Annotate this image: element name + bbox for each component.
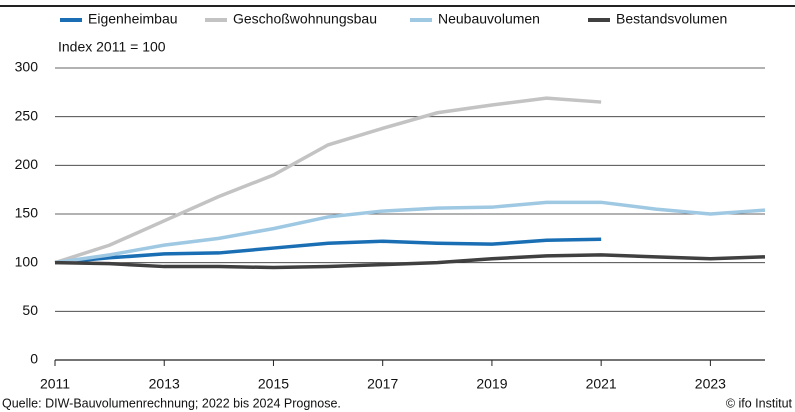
y-axis-label: Index 2011 = 100 [58, 39, 166, 55]
y-tick-label: 300 [15, 59, 39, 75]
x-tick-label: 2011 [40, 376, 70, 392]
x-tick-label: 2019 [476, 376, 507, 392]
credit: © ifo Institut [726, 396, 793, 410]
series-line [54, 253, 766, 270]
y-tick-label: 100 [15, 253, 39, 269]
x-tick-label: 2017 [367, 376, 398, 392]
series-line [54, 200, 766, 265]
legend-label: Bestandsvolumen [616, 11, 727, 27]
series-line [54, 237, 602, 265]
y-tick-label: 0 [30, 351, 38, 367]
y-tick-label: 250 [15, 107, 39, 123]
x-tick-label: 2015 [258, 376, 289, 392]
source: Quelle: DIW-Bauvolumenrechnung; 2022 bis… [2, 396, 341, 410]
legend-label: Neubauvolumen [438, 11, 540, 27]
legend-label: Eigenheimbau [88, 11, 178, 27]
y-tick-label: 50 [22, 302, 38, 318]
x-tick-label: 2023 [695, 376, 726, 392]
series-line [54, 96, 602, 265]
x-tick-label: 2013 [149, 376, 180, 392]
y-tick-label: 150 [15, 205, 39, 221]
legend-label: Geschoßwohnungsbau [233, 11, 377, 27]
x-tick-label: 2021 [586, 376, 617, 392]
y-tick-label: 200 [15, 156, 39, 172]
